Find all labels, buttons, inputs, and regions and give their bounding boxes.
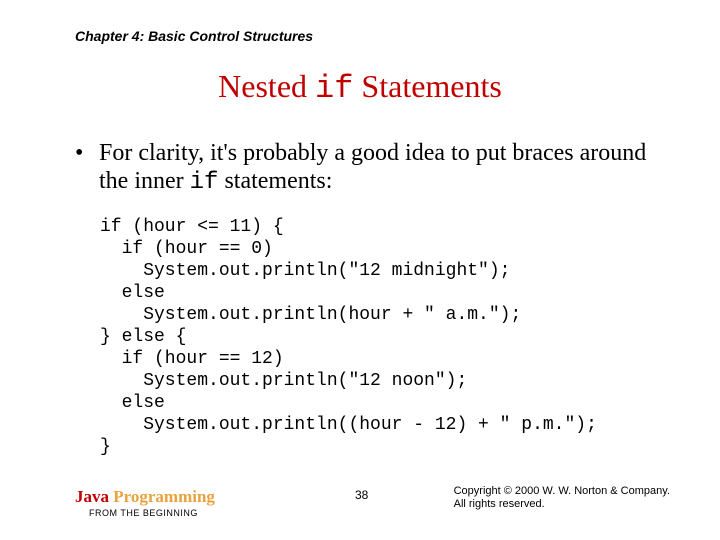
copyright: Copyright © 2000 W. W. Norton & Company.… — [454, 485, 670, 513]
slide-title: Nested if Statements — [0, 68, 720, 107]
footer-left: Java Programming FROM THE BEGINNING — [75, 487, 215, 518]
footer-programming: Programming — [109, 487, 215, 506]
footer-java: Java — [75, 487, 109, 506]
title-pre: Nested — [218, 68, 315, 104]
title-mono: if — [315, 70, 353, 107]
body-text: • For clarity, it's probably a good idea… — [75, 140, 670, 196]
bullet-pre: For clarity, it's probably a good idea t… — [99, 140, 646, 194]
bullet-mono: if — [190, 169, 219, 196]
bullet-mark: • — [75, 140, 99, 196]
footer-subtitle: FROM THE BEGINNING — [89, 508, 215, 518]
bullet-item: • For clarity, it's probably a good idea… — [75, 140, 670, 196]
copyright-line1: Copyright © 2000 W. W. Norton & Company. — [454, 485, 670, 499]
footer-book-title: Java Programming — [75, 487, 215, 507]
footer: Java Programming FROM THE BEGINNING 38 C… — [75, 478, 670, 518]
title-post: Statements — [353, 68, 501, 104]
code-block: if (hour <= 11) { if (hour == 0) System.… — [100, 217, 597, 458]
bullet-content: For clarity, it's probably a good idea t… — [99, 140, 670, 196]
page-number: 38 — [355, 488, 368, 502]
chapter-header: Chapter 4: Basic Control Structures — [75, 28, 313, 44]
bullet-post: statements: — [218, 168, 332, 194]
copyright-line2: All rights reserved. — [454, 498, 670, 512]
